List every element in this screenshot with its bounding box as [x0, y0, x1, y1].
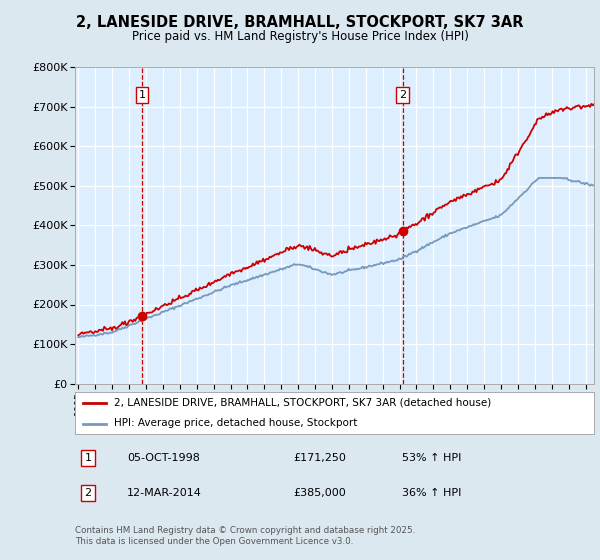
Text: £171,250: £171,250 [293, 453, 346, 463]
Text: HPI: Average price, detached house, Stockport: HPI: Average price, detached house, Stoc… [114, 418, 358, 428]
Text: 1: 1 [139, 90, 145, 100]
Text: 05-OCT-1998: 05-OCT-1998 [127, 453, 200, 463]
Text: 36% ↑ HPI: 36% ↑ HPI [402, 488, 461, 498]
Text: Price paid vs. HM Land Registry's House Price Index (HPI): Price paid vs. HM Land Registry's House … [131, 30, 469, 43]
Text: 53% ↑ HPI: 53% ↑ HPI [402, 453, 461, 463]
Text: 2, LANESIDE DRIVE, BRAMHALL, STOCKPORT, SK7 3AR: 2, LANESIDE DRIVE, BRAMHALL, STOCKPORT, … [76, 15, 524, 30]
Text: £385,000: £385,000 [293, 488, 346, 498]
Text: 12-MAR-2014: 12-MAR-2014 [127, 488, 202, 498]
Text: 2, LANESIDE DRIVE, BRAMHALL, STOCKPORT, SK7 3AR (detached house): 2, LANESIDE DRIVE, BRAMHALL, STOCKPORT, … [114, 398, 491, 408]
Text: 1: 1 [85, 453, 91, 463]
Text: Contains HM Land Registry data © Crown copyright and database right 2025.
This d: Contains HM Land Registry data © Crown c… [75, 526, 415, 546]
Text: 2: 2 [399, 90, 406, 100]
Text: 2: 2 [85, 488, 92, 498]
